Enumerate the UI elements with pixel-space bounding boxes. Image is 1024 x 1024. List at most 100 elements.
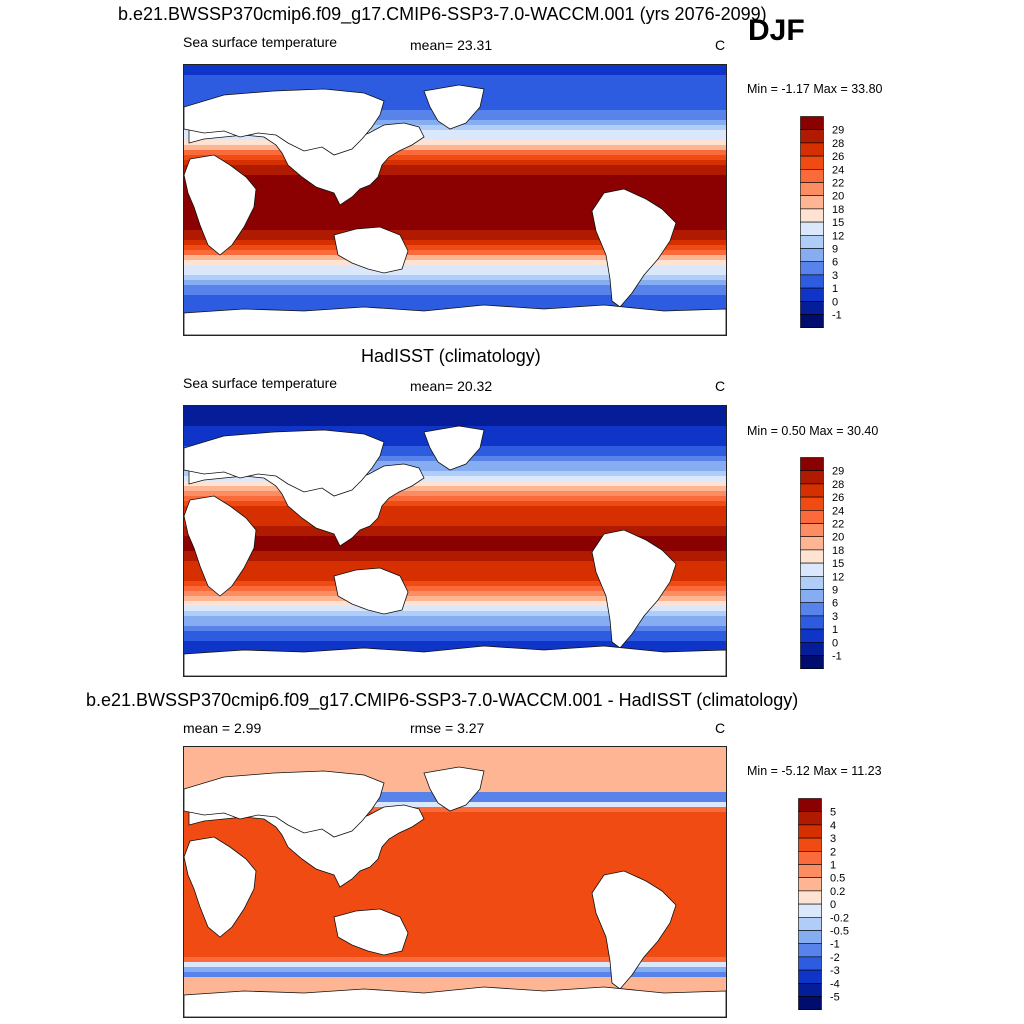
panel-3-map xyxy=(183,746,727,1018)
field-band xyxy=(184,225,726,231)
field-band xyxy=(184,912,726,918)
panel-2-colorbar: 29 28 26 24 22 20 18 15 12 9 6 3 1 0 -1 xyxy=(800,457,870,671)
field-band xyxy=(184,300,726,306)
panel-1-colorbar: 29 28 26 24 22 20 18 15 12 9 6 3 1 0 -1 xyxy=(800,116,870,330)
colorbar-swatch xyxy=(798,890,822,905)
field-band xyxy=(184,481,726,487)
colorbar-tick-label: 28 xyxy=(832,138,844,150)
colorbar-tick-label: 6 xyxy=(832,598,838,610)
field-band xyxy=(184,536,726,542)
colorbar-tick-label: 15 xyxy=(832,558,844,570)
panel-3-title: b.e21.BWSSP370cmip6.f09_g17.CMIP6-SSP3-7… xyxy=(86,690,799,710)
continent-outline xyxy=(184,495,257,597)
field-band xyxy=(184,541,726,547)
colorbar-tick-label: 0 xyxy=(832,637,838,649)
field-band xyxy=(184,255,726,261)
panel-1-mean: mean= 23.31 xyxy=(410,37,493,53)
field-band xyxy=(184,852,726,858)
colorbar-tick-label: 12 xyxy=(832,230,844,242)
field-band xyxy=(184,130,726,136)
colorbar-swatch xyxy=(800,301,824,315)
field-band xyxy=(184,80,726,86)
colorbar-swatch xyxy=(798,996,822,1010)
continent-outline xyxy=(184,836,257,938)
field-band xyxy=(184,135,726,141)
field-band xyxy=(184,892,726,898)
field-band xyxy=(184,832,726,838)
colorbar-tick-label: 12 xyxy=(832,571,844,583)
field-band xyxy=(184,556,726,562)
colorbar-swatch xyxy=(800,221,824,236)
field-band xyxy=(184,591,726,597)
field-band xyxy=(184,812,726,818)
field-band xyxy=(184,180,726,186)
field-band xyxy=(184,957,726,963)
continent-outline xyxy=(591,188,677,308)
colorbar-swatch xyxy=(800,509,824,524)
colorbar-tick-label: -1 xyxy=(832,651,842,663)
colorbar-tick-label: 26 xyxy=(832,151,844,163)
colorbar-tick-label: -5 xyxy=(830,992,840,1004)
colorbar-tick-label: 9 xyxy=(832,585,838,597)
field-band xyxy=(184,611,726,617)
colorbar-tick-label: 1 xyxy=(830,860,836,872)
field-band xyxy=(184,586,726,592)
field-band xyxy=(184,205,726,211)
field-band xyxy=(184,581,726,587)
field-band xyxy=(184,972,726,978)
colorbar-swatch xyxy=(800,589,824,603)
field-band xyxy=(184,857,726,863)
continent-outline xyxy=(184,88,385,156)
field-band xyxy=(184,140,726,146)
colorbar-swatch xyxy=(798,864,822,878)
field-band xyxy=(184,747,726,753)
field-band xyxy=(184,952,726,958)
field-band xyxy=(184,511,726,517)
field-band xyxy=(184,882,726,888)
colorbar-tick-label: 2 xyxy=(830,846,836,858)
field-band xyxy=(184,636,726,642)
field-band xyxy=(184,837,726,843)
panel-1-title: b.e21.BWSSP370cmip6.f09_g17.CMIP6-SSP3-7… xyxy=(118,4,767,24)
colorbar-swatch xyxy=(798,969,822,984)
colorbar-swatch xyxy=(800,457,824,471)
continent-outline xyxy=(423,84,485,130)
colorbar-swatch xyxy=(800,129,824,144)
colorbar-tick-label: 6 xyxy=(832,257,838,269)
field-band xyxy=(184,631,726,637)
field-band xyxy=(184,230,726,236)
field-band xyxy=(184,285,726,291)
panel-3-units: C xyxy=(715,720,726,736)
colorbar-tick-label: 24 xyxy=(832,164,844,176)
colorbar-swatch xyxy=(800,182,824,196)
colorbar-tick-label: 22 xyxy=(832,178,844,190)
colorbar-tick-label: 0 xyxy=(832,296,838,308)
field-band xyxy=(184,521,726,527)
field-band xyxy=(184,807,726,813)
colorbar-tick-label: 28 xyxy=(832,479,844,491)
field-band xyxy=(184,606,726,612)
continent-outline xyxy=(333,226,409,274)
colorbar-swatch xyxy=(798,917,822,931)
field-band xyxy=(184,867,726,873)
continent-outline xyxy=(184,154,257,256)
panel-3-rmse: rmse = 3.27 xyxy=(410,720,485,736)
colorbar-swatch xyxy=(800,195,824,210)
field-band xyxy=(184,280,726,286)
field-band xyxy=(184,235,726,241)
colorbar-tick-label: -3 xyxy=(830,965,840,977)
field-band xyxy=(184,295,726,301)
field-band xyxy=(184,842,726,848)
colorbar-swatch xyxy=(798,943,822,958)
field-band xyxy=(184,872,726,878)
colorbar-swatch xyxy=(800,168,824,183)
field-band xyxy=(184,817,726,823)
colorbar-tick-label: 0 xyxy=(830,899,836,911)
field-band xyxy=(184,165,726,171)
colorbar-tick-label: 15 xyxy=(832,217,844,229)
colorbar-tick-label: 9 xyxy=(832,244,838,256)
field-band xyxy=(184,476,726,482)
colorbar-tick-label: -1 xyxy=(832,310,842,322)
colorbar-swatch xyxy=(800,536,824,551)
colorbar-swatch xyxy=(798,850,822,865)
